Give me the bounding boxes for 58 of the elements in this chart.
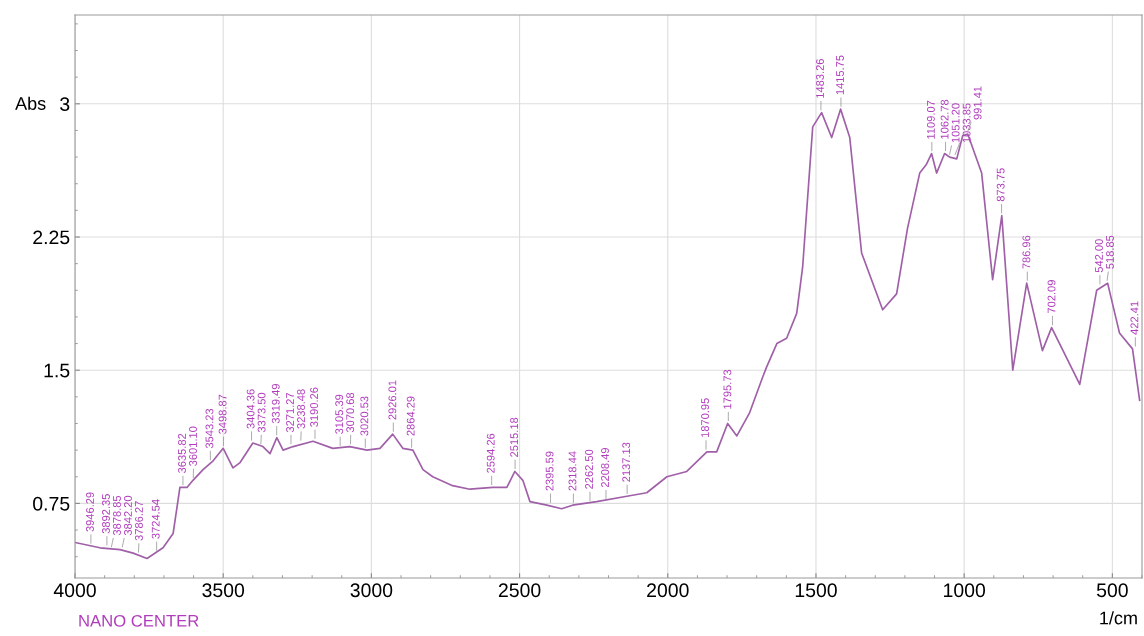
annotation: 3842.20 [124,495,132,536]
annotation: 3190.26 [310,387,318,427]
annotation: 1483.26 [816,59,824,98]
annotation: 1051.20 [951,103,960,143]
annotation: 2262.50 [585,449,593,489]
annotation: 3020.53 [360,396,369,436]
y-tick-label: 3 [60,97,70,112]
annotation: 3724.54 [151,499,160,539]
x-tick-label: 1000 [944,583,986,598]
annotation: 3878.85 [113,495,121,536]
annotation: 518.85 [1106,235,1114,269]
annotation: 3786.27 [135,501,143,541]
annotation: 2208.49 [601,447,609,488]
annotation: 2515.18 [510,417,519,457]
annotation: 2137.13 [622,442,631,482]
x-tick-label: 4000 [53,583,96,598]
annotation: 3319.49 [271,384,280,424]
annotation: 3404.36 [246,389,255,429]
x-axis-title: 1/cm [1100,611,1137,625]
x-tick-label: 2000 [647,583,689,598]
y-axis-title: Abs [15,96,46,110]
y-tick-label: 2.25 [33,230,70,245]
annotation: 3892.35 [102,494,110,534]
x-tick-label: 3500 [202,583,245,598]
annotation: 3946.29 [86,492,94,532]
annotation: 3373.50 [257,392,266,433]
annotation: 3635.82 [178,433,186,473]
annotation: 1415.75 [836,55,844,95]
y-tick-label: 0.75 [33,496,70,511]
annotation: 2864.29 [406,396,415,436]
annotation: 1870.95 [701,398,710,438]
annotation: 3271.27 [286,392,294,433]
annotation: 991.41 [973,86,982,120]
annotation: 1033.85 [962,103,971,143]
x-tick-label: 500 [1096,583,1128,598]
annotation: 3543.23 [205,408,214,449]
annotation: 702.09 [1047,280,1056,314]
annotation: 2395.59 [545,451,554,491]
annotation: 873.75 [996,168,1005,202]
annotation: 3498.87 [218,394,227,434]
y-tick-label: 1.5 [44,363,70,378]
x-tick-label: 2500 [498,583,541,598]
annotation: 2926.01 [388,380,397,420]
x-tick-label: 1500 [795,583,837,598]
annotation: 1795.73 [723,369,732,409]
annotation: 3601.10 [189,426,197,466]
annotation: 3105.39 [335,394,344,434]
annotation: 786.96 [1022,235,1031,269]
annotation: 2594.26 [486,433,495,473]
annotation: 3070.68 [346,392,355,433]
annotation: 2318.44 [568,451,577,491]
text: NANO CENTER [79,614,199,627]
annotation: 422.41 [1130,301,1139,335]
annotation: 1062.78 [940,99,949,139]
annotation: 542.00 [1095,239,1103,273]
annotation: 3238.48 [297,389,305,429]
x-tick-label: 3000 [350,583,393,598]
annotation: 1109.07 [926,100,935,139]
